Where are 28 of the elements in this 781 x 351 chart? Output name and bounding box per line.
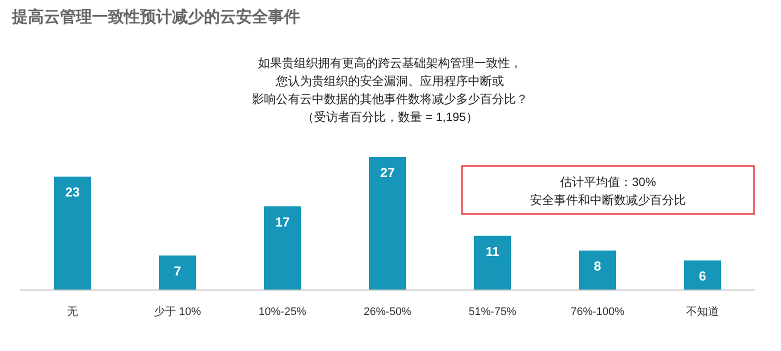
x-tick-label: 少于 10%	[154, 305, 202, 318]
chart-title: 提高云管理一致性预计减少的云安全事件	[11, 7, 300, 26]
annotation: 安全事件和中断数减少百分比	[530, 193, 686, 207]
x-tick-label: 10%-25%	[258, 306, 307, 318]
data-label: 23	[65, 184, 80, 200]
x-tick-label: 76%-100%	[570, 306, 625, 318]
data-label: 6	[698, 268, 706, 284]
x-tick-label: 不知道	[686, 306, 719, 318]
data-label: 7	[174, 264, 182, 279]
bar	[159, 256, 196, 290]
data-label: 11	[486, 244, 500, 259]
text: 如果贵组织拥有更高的跨云基础架构管理一致性，	[258, 56, 522, 70]
x-tick-label: 26%-50%	[364, 306, 412, 318]
bar	[369, 157, 406, 290]
x-tick-label: 51%-75%	[468, 306, 517, 318]
text: （受访者百分比，数量 = 1,195）	[302, 110, 478, 124]
text: 影响公有云中数据的其他事件数将减少多少百分比？	[252, 92, 528, 106]
bar	[579, 250, 616, 290]
data-label: 27	[380, 165, 395, 180]
annotation: 估计平均值：30%	[558, 175, 656, 189]
bar	[474, 236, 511, 290]
data-label: 17	[275, 214, 290, 230]
text: 您认为贵组织的安全漏洞、应用程序中断或	[275, 74, 504, 88]
bar	[54, 176, 91, 290]
x-tick-label: 无	[67, 306, 78, 318]
bar	[264, 206, 301, 290]
data-label: 8	[594, 258, 602, 274]
bar	[684, 260, 721, 290]
